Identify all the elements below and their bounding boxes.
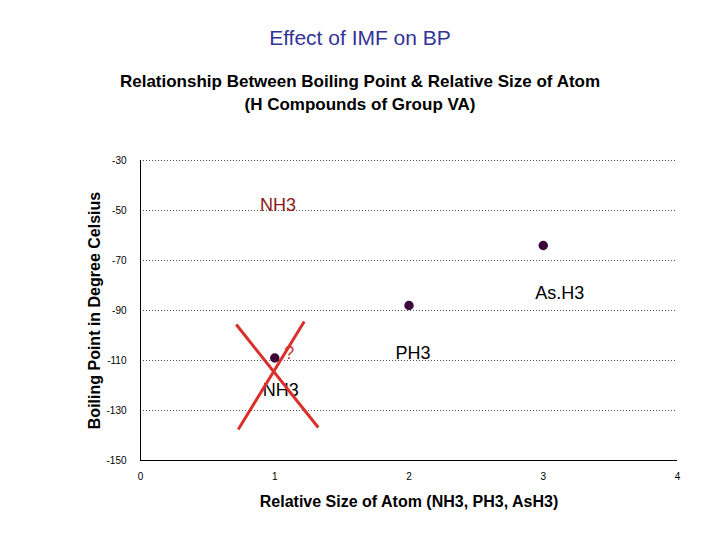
svg-text:Boiling Point in Degree Celsiu: Boiling Point in Degree Celsius [86,192,103,429]
svg-text:4: 4 [675,471,681,482]
svg-text:As.H3: As.H3 [535,283,584,303]
html-text:Effect of IMF on BP: Effect of IMF on BP [269,26,451,49]
svg-text:3: 3 [540,471,546,482]
svg-text:-50: -50 [112,205,127,216]
svg-text:NH3: NH3 [260,195,296,215]
svg-text:-30: -30 [112,155,127,166]
svg-text:-90: -90 [112,305,127,316]
svg-text:-130: -130 [106,405,126,416]
svg-text:0: 0 [138,471,144,482]
html-text:(H Compounds of Group VA): (H Compounds of Group VA) [244,95,476,114]
svg-text:1: 1 [272,471,278,482]
svg-text:-70: -70 [112,255,127,266]
svg-text:PH3: PH3 [396,343,431,363]
svg-text:2: 2 [406,471,412,482]
html-text:Relationship Between Boiling P: Relationship Between Boiling Point & Rel… [119,72,601,91]
svg-text:-110: -110 [107,355,127,366]
svg-text:-150: -150 [106,455,126,466]
svg-text:Relative Size of Atom (NH3, PH: Relative Size of Atom (NH3, PH3, AsH3) [260,493,558,510]
svg-text:NH3: NH3 [262,380,299,401]
